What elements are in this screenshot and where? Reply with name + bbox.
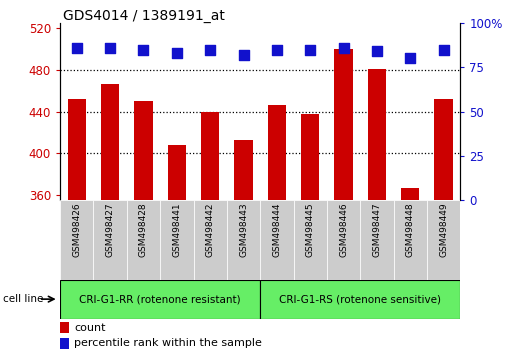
Point [206, 47, 214, 52]
Point [306, 47, 314, 52]
Text: CRI-G1-RR (rotenone resistant): CRI-G1-RR (rotenone resistant) [79, 294, 241, 304]
Bar [334, 49, 353, 200]
Text: GSM498447: GSM498447 [372, 202, 381, 257]
Text: GSM498444: GSM498444 [272, 202, 281, 257]
Bar [268, 105, 286, 200]
Text: GSM498448: GSM498448 [406, 202, 415, 257]
Point [439, 47, 448, 52]
Point [240, 52, 248, 58]
Text: GSM498443: GSM498443 [239, 202, 248, 257]
Text: count: count [74, 322, 106, 332]
Bar [160, 200, 194, 280]
Bar [94, 200, 127, 280]
Bar [60, 200, 94, 280]
Point [73, 45, 81, 51]
Bar [67, 99, 86, 200]
Bar [60, 322, 69, 333]
Bar [127, 200, 160, 280]
Bar [293, 200, 327, 280]
Text: GSM498441: GSM498441 [173, 202, 181, 257]
Bar [301, 114, 320, 200]
Point [373, 48, 381, 54]
Bar [260, 280, 460, 319]
Bar [101, 85, 119, 200]
Text: CRI-G1-RS (rotenone sensitive): CRI-G1-RS (rotenone sensitive) [279, 294, 441, 304]
Text: GSM498427: GSM498427 [106, 202, 115, 257]
Text: GDS4014 / 1389191_at: GDS4014 / 1389191_at [63, 9, 225, 23]
Bar [134, 101, 153, 200]
Bar [435, 99, 453, 200]
Point [406, 56, 414, 61]
Point [106, 45, 115, 51]
Point [339, 45, 348, 51]
Point [173, 50, 181, 56]
Bar [201, 112, 219, 200]
Bar [368, 69, 386, 200]
Bar [60, 280, 260, 319]
Text: GSM498449: GSM498449 [439, 202, 448, 257]
Bar [394, 200, 427, 280]
Text: GSM498442: GSM498442 [206, 202, 214, 257]
Bar [234, 139, 253, 200]
Bar [327, 200, 360, 280]
Text: GSM498446: GSM498446 [339, 202, 348, 257]
Text: GSM498445: GSM498445 [306, 202, 315, 257]
Bar [168, 145, 186, 200]
Text: GSM498428: GSM498428 [139, 202, 148, 257]
Text: GSM498426: GSM498426 [72, 202, 81, 257]
Point [272, 47, 281, 52]
Point [139, 47, 147, 52]
Bar [260, 200, 293, 280]
Text: cell line: cell line [3, 294, 43, 304]
Bar [194, 200, 227, 280]
Bar [360, 200, 393, 280]
Bar [60, 338, 69, 349]
Bar [401, 188, 419, 200]
Text: percentile rank within the sample: percentile rank within the sample [74, 338, 262, 348]
Bar [227, 200, 260, 280]
Bar [427, 200, 460, 280]
